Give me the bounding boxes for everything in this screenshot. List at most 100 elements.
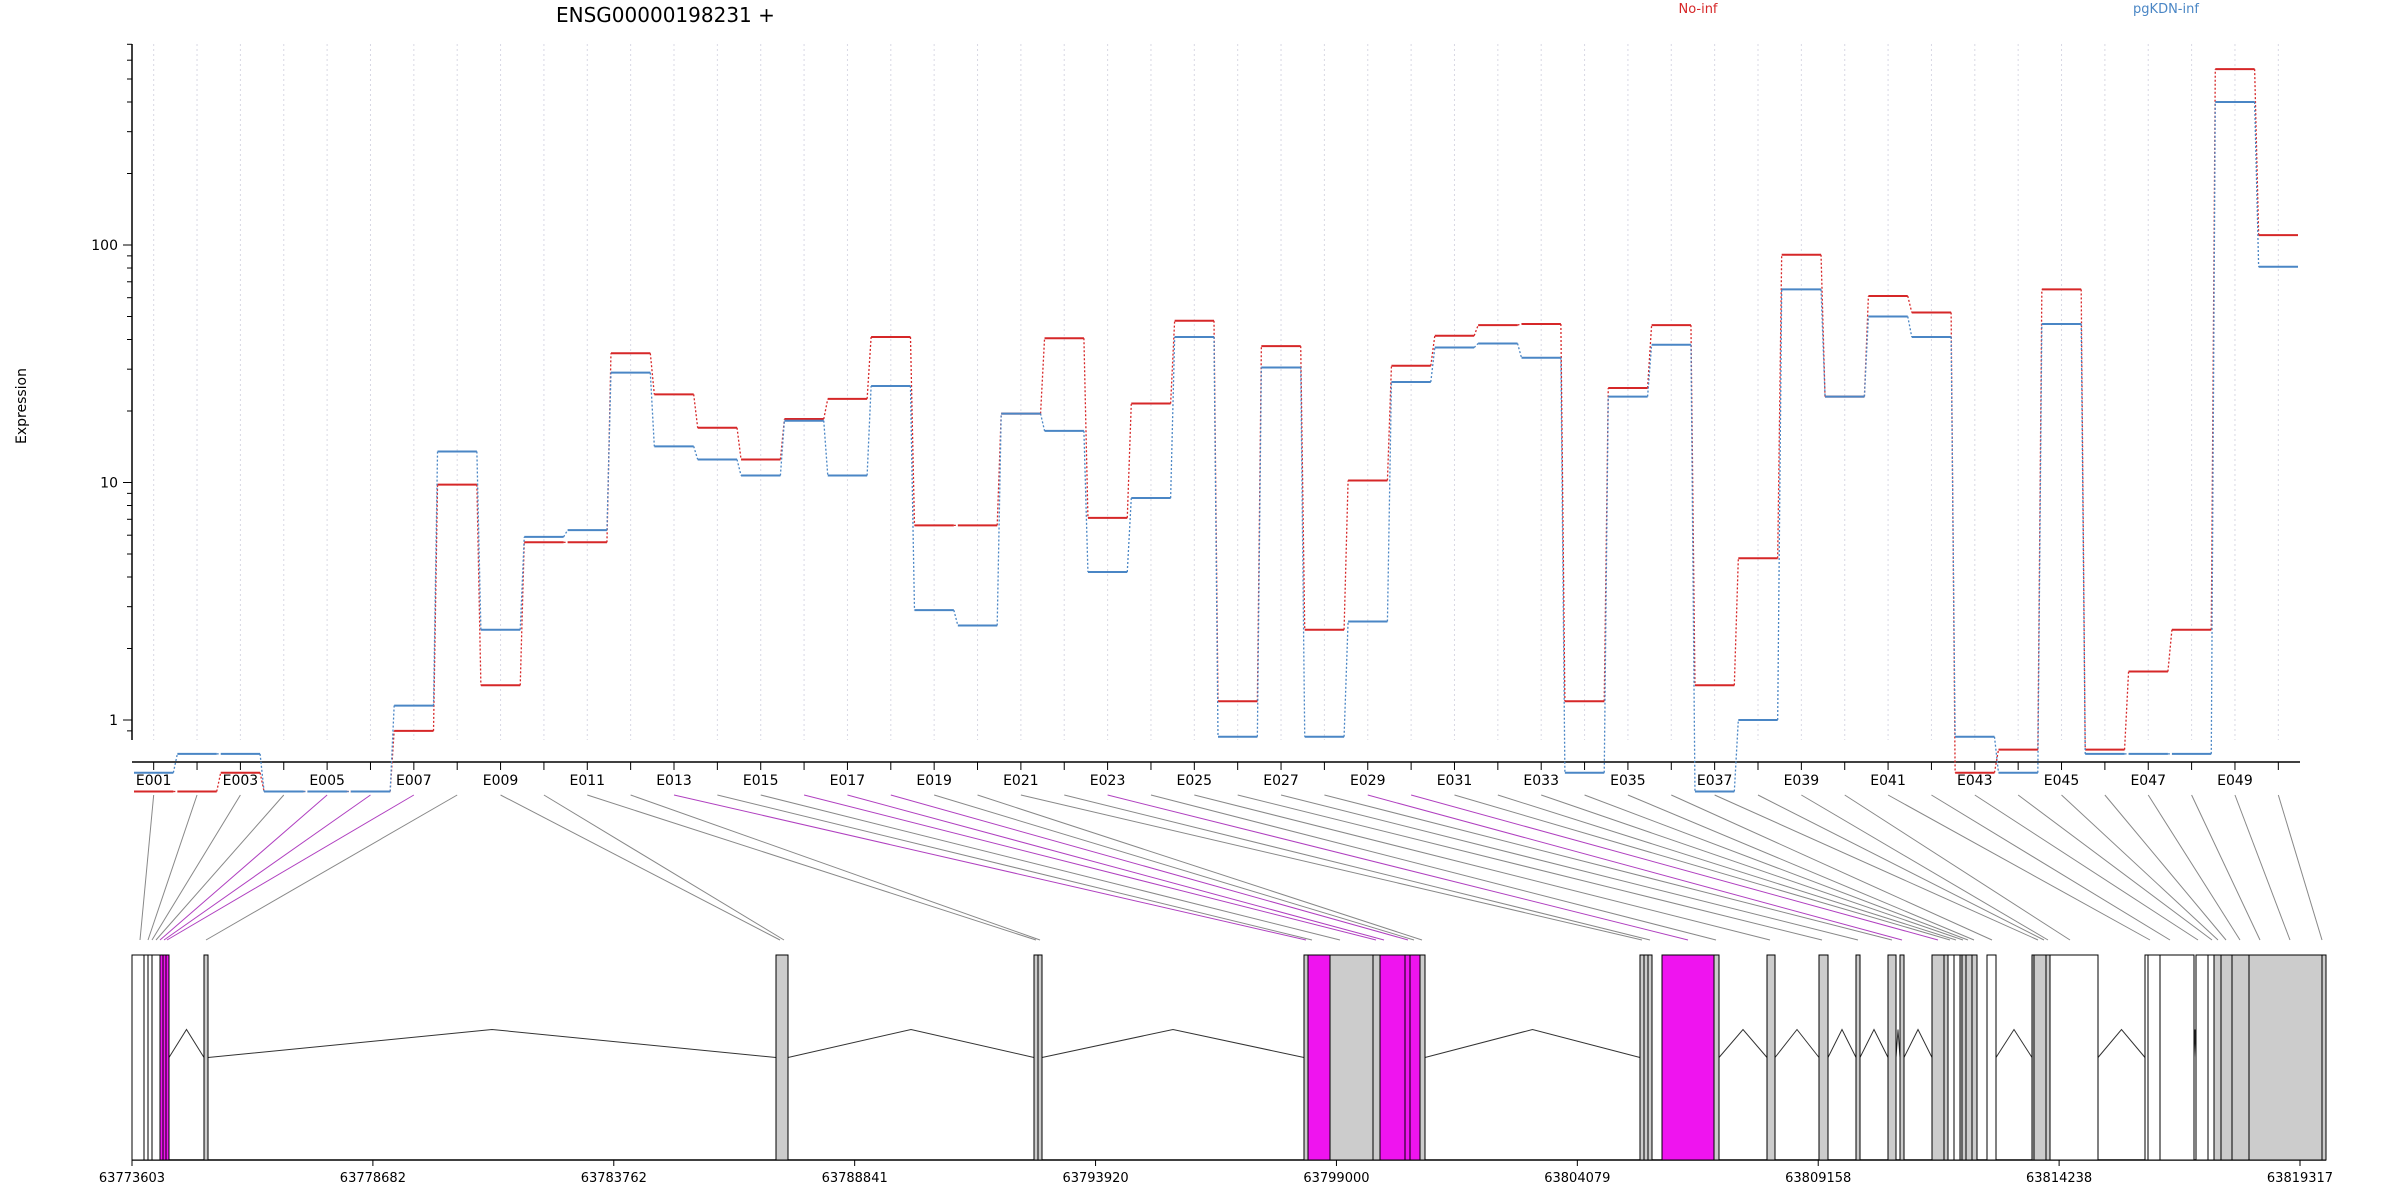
connector-line [587, 794, 1037, 941]
data-connector [1213, 336, 1219, 737]
series-no-inf [134, 68, 2298, 793]
y-tick-label: 10 [100, 476, 118, 492]
exon-box [1943, 954, 1949, 1161]
connector-line [1974, 794, 2199, 941]
data-connector [1516, 343, 1523, 358]
connector-line [1454, 794, 1951, 941]
intron-line [168, 1028, 205, 1058]
connector-line [155, 794, 285, 941]
connector-line [2104, 794, 2227, 941]
intron-line [1995, 1028, 2033, 1058]
intron-line [2097, 1028, 2146, 1058]
connector-line [147, 794, 198, 941]
x-tick-label: E013 [656, 773, 692, 789]
data-connector [693, 446, 699, 460]
exon-box [1953, 954, 1961, 1161]
data-connector [389, 705, 395, 792]
connector-line [1367, 794, 1903, 941]
data-connector [1256, 367, 1263, 737]
legend-series-no-inf: No-inf [1678, 2, 1717, 17]
connector-line [500, 794, 781, 941]
data-connector [1733, 719, 1739, 792]
x-tick-label: E039 [1784, 773, 1820, 789]
x-tick-label: E023 [1090, 773, 1126, 789]
connector-line [803, 794, 1377, 941]
x-tick-label: E011 [569, 773, 605, 789]
exon-box [2248, 954, 2323, 1161]
x-tick-label: E037 [1697, 773, 1733, 789]
data-connector [1169, 336, 1176, 499]
connector-line [2277, 794, 2323, 941]
intron-line [1774, 1028, 1820, 1058]
connector-line [1064, 794, 1651, 941]
exon-box [1419, 954, 1426, 1161]
intron-line [1424, 1028, 1641, 1058]
exon-box [1303, 954, 1309, 1161]
exon-box [1409, 954, 1421, 1161]
x-tick-label: E015 [743, 773, 779, 789]
connector-line [1150, 794, 1717, 941]
connector-line [543, 794, 785, 941]
data-connector [432, 484, 439, 731]
x-tick-label: E003 [223, 773, 259, 789]
intron-line [207, 1028, 777, 1058]
data-connector [953, 610, 959, 626]
connector-line [977, 794, 1423, 941]
exon-connector-lines [139, 794, 2323, 941]
exon-box [2147, 954, 2161, 1161]
connector-line [1671, 794, 1993, 941]
data-connector [1430, 347, 1436, 383]
series-lines [134, 68, 2298, 793]
connector-line [2061, 794, 2219, 941]
connector-line [1801, 794, 2049, 941]
gene-model [131, 954, 2327, 1161]
connector-line [1107, 794, 1689, 941]
exon-box [1033, 954, 1039, 1161]
data-connector [2253, 101, 2260, 267]
exon-box [1887, 954, 1897, 1161]
genomic-coordinate-axis: 63773603 63778682 63783762 63788841 63793920… [99, 1160, 2333, 1186]
data-connector [1603, 396, 1609, 773]
axes: 1 10 100 [91, 43, 2300, 763]
data-connector [1343, 621, 1349, 737]
data-connector [1039, 338, 1046, 414]
exon-box [1766, 954, 1776, 1161]
data-connector [693, 394, 699, 428]
exon-box [1037, 954, 1043, 1161]
exon-box [2213, 954, 2222, 1161]
data-connector [1646, 344, 1653, 397]
exon-box [165, 954, 170, 1161]
intron-line [1041, 1028, 1305, 1058]
data-connector [1169, 320, 1176, 404]
data-connector [1733, 558, 1739, 686]
exon-box [1643, 954, 1649, 1161]
data-connector [736, 459, 742, 476]
x-tick-label: E017 [830, 773, 866, 789]
data-connector [1300, 346, 1306, 630]
intron-line [787, 1028, 1035, 1058]
intron-line [1903, 1028, 1933, 1058]
data-connector [216, 772, 222, 792]
connector-line [166, 794, 415, 941]
exon-box [2045, 954, 2051, 1161]
data-connector [2167, 629, 2173, 672]
connector-line [890, 794, 1409, 941]
data-connector [866, 385, 872, 476]
data-connector [1907, 316, 1913, 338]
intron-line [1859, 1028, 1889, 1058]
coordinate-label: 63814238 [2026, 1171, 2092, 1186]
connector-line [2017, 794, 2213, 941]
data-connector [259, 772, 265, 792]
data-connector [1863, 295, 1870, 397]
exon-box [151, 954, 161, 1161]
data-connector [1083, 430, 1089, 572]
exon-box [2033, 954, 2047, 1161]
data-connector [2037, 289, 2043, 750]
data-connector [1430, 335, 1436, 366]
exon-box [203, 954, 209, 1161]
data-connector [649, 353, 655, 395]
data-connector [1907, 295, 1913, 313]
coordinate-label: 63809158 [1785, 1171, 1851, 1186]
coordinate-label: 63783762 [581, 1171, 647, 1186]
